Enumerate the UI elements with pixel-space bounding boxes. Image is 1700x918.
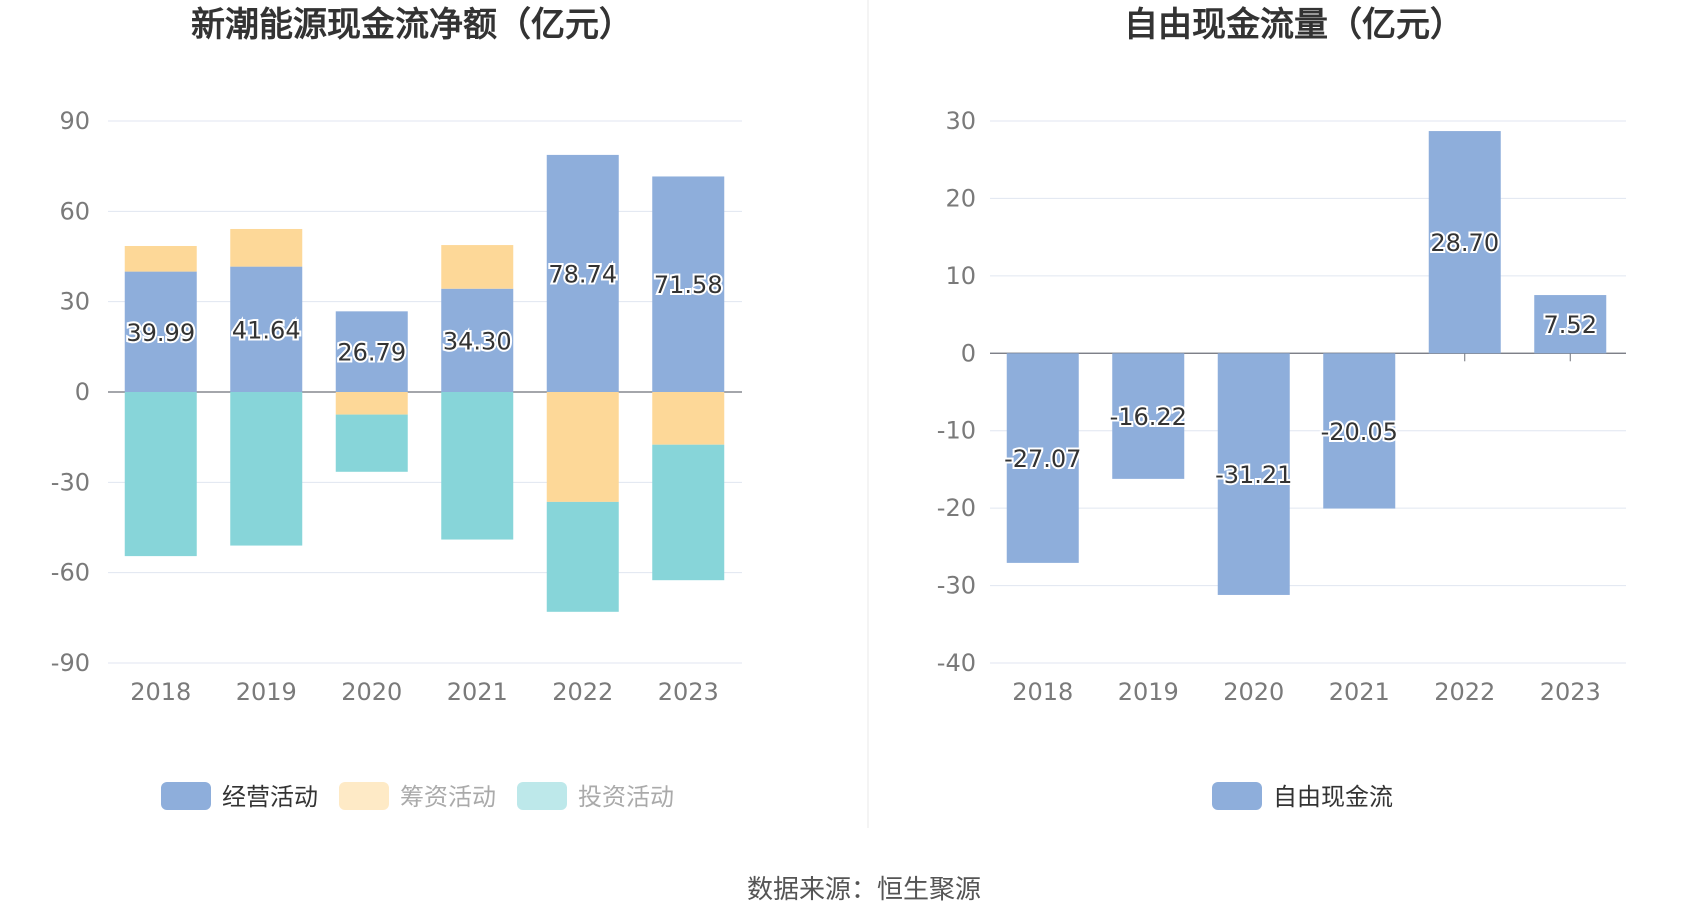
cashflow-bar-3-2022 (546, 501, 619, 612)
fcf-x-tick-label: 2021 (1329, 678, 1390, 706)
fcf-bar-1-2019 (1112, 353, 1185, 479)
cashflow-x-tick-label: 2020 (341, 678, 402, 706)
cashflow-legend-label-2[interactable]: 筹资活动 (400, 783, 496, 811)
fcf-bar-1-2022 (1428, 131, 1501, 354)
source-note: 数据来源：恒生聚源 (747, 875, 981, 905)
cashflow-bar-3-2020 (335, 414, 408, 472)
fcf-x-tick-label: 2022 (1434, 678, 1495, 706)
cashflow-y-tick-label: 60 (59, 197, 90, 225)
cashflow-bar-3-2021 (441, 392, 514, 540)
fcf-x-tick-label: 2023 (1540, 678, 1601, 706)
cashflow-y-tick-label: -90 (51, 649, 90, 677)
cashflow-legend-label-3[interactable]: 投资活动 (578, 783, 674, 811)
cashflow-bar-1-2020 (335, 311, 408, 392)
fcf-legend-swatch-1[interactable] (1212, 782, 1262, 810)
fcf-y-tick-label: 20 (945, 184, 976, 212)
cashflow-bar-2-2018 (124, 245, 197, 272)
fcf-y-tick-label: 0 (961, 339, 976, 367)
cashflow-x-tick-label: 2018 (130, 678, 191, 706)
cashflow-bar-1-2023 (652, 176, 725, 392)
fcf-bar-1-2018 (1006, 353, 1079, 563)
cashflow-y-tick-label: 90 (59, 107, 90, 135)
cashflow-legend-label-1[interactable]: 经营活动 (222, 783, 318, 811)
cashflow-y-tick-label: 0 (75, 378, 90, 406)
cashflow-x-tick-label: 2021 (447, 678, 508, 706)
fcf-x-tick-label: 2020 (1223, 678, 1284, 706)
cashflow-bar-1-2021 (441, 288, 514, 392)
fcf-y-tick-label: -10 (937, 417, 976, 445)
cashflow-data-label: 39.99 (126, 319, 195, 347)
cashflow-bar-2-2023 (652, 392, 725, 445)
fcf-y-tick-label: 30 (945, 107, 976, 135)
cashflow-legend-swatch-2[interactable] (339, 782, 389, 810)
cashflow-bar-2-2020 (335, 392, 408, 415)
cashflow-data-label: 41.64 (232, 316, 301, 344)
cashflow-y-tick-label: -30 (51, 468, 90, 496)
fcf-x-tick-label: 2019 (1118, 678, 1179, 706)
cashflow-bar-3-2019 (230, 392, 303, 546)
cashflow-bar-2-2022 (546, 392, 619, 502)
fcf-data-label: -27.07 (1004, 445, 1081, 473)
fcf-data-label: 7.52 (1544, 311, 1597, 339)
fcf-bar-1-2020 (1217, 353, 1290, 595)
cashflow-y-tick-label: 30 (59, 288, 90, 316)
cashflow-bar-1-2022 (546, 154, 619, 392)
cashflow-bar-3-2023 (652, 444, 725, 581)
fcf-data-label: 28.70 (1430, 229, 1499, 257)
fcf-data-label: -16.22 (1110, 403, 1187, 431)
cashflow-data-label: 78.74 (548, 260, 617, 288)
cashflow-bar-1-2018 (124, 271, 197, 392)
fcf-data-label: -31.21 (1215, 461, 1292, 489)
cashflow-bar-1-2019 (230, 266, 303, 392)
cashflow-bar-2-2021 (441, 245, 514, 289)
fcf-x-tick-label: 2018 (1012, 678, 1073, 706)
fcf-bar-1-2021 (1323, 353, 1396, 509)
cashflow-bar-3-2018 (124, 392, 197, 557)
cashflow-y-tick-label: -60 (51, 559, 90, 587)
cashflow-data-label: 34.30 (443, 327, 512, 355)
cashflow-chart-title: 新潮能源现金流净额（亿元） (191, 5, 633, 45)
fcf-y-tick-label: -20 (937, 494, 976, 522)
cashflow-data-label: 26.79 (337, 339, 406, 367)
cashflow-x-tick-label: 2023 (658, 678, 719, 706)
fcf-y-tick-label: -40 (937, 649, 976, 677)
fcf-chart-title: 自由现金流量（亿元） (1124, 5, 1464, 45)
fcf-bar-1-2023 (1534, 295, 1607, 354)
fcf-y-tick-label: -30 (937, 572, 976, 600)
cashflow-legend-swatch-3[interactable] (517, 782, 567, 810)
cashflow-x-tick-label: 2019 (236, 678, 297, 706)
fcf-data-label: -20.05 (1321, 418, 1398, 446)
fcf-legend-label-1[interactable]: 自由现金流 (1273, 783, 1393, 811)
cashflow-x-tick-label: 2022 (552, 678, 613, 706)
cashflow-data-label: 71.58 (654, 271, 723, 299)
cashflow-bar-2-2019 (230, 228, 303, 267)
cashflow-legend-swatch-1[interactable] (161, 782, 211, 810)
fcf-y-tick-label: 10 (945, 262, 976, 290)
